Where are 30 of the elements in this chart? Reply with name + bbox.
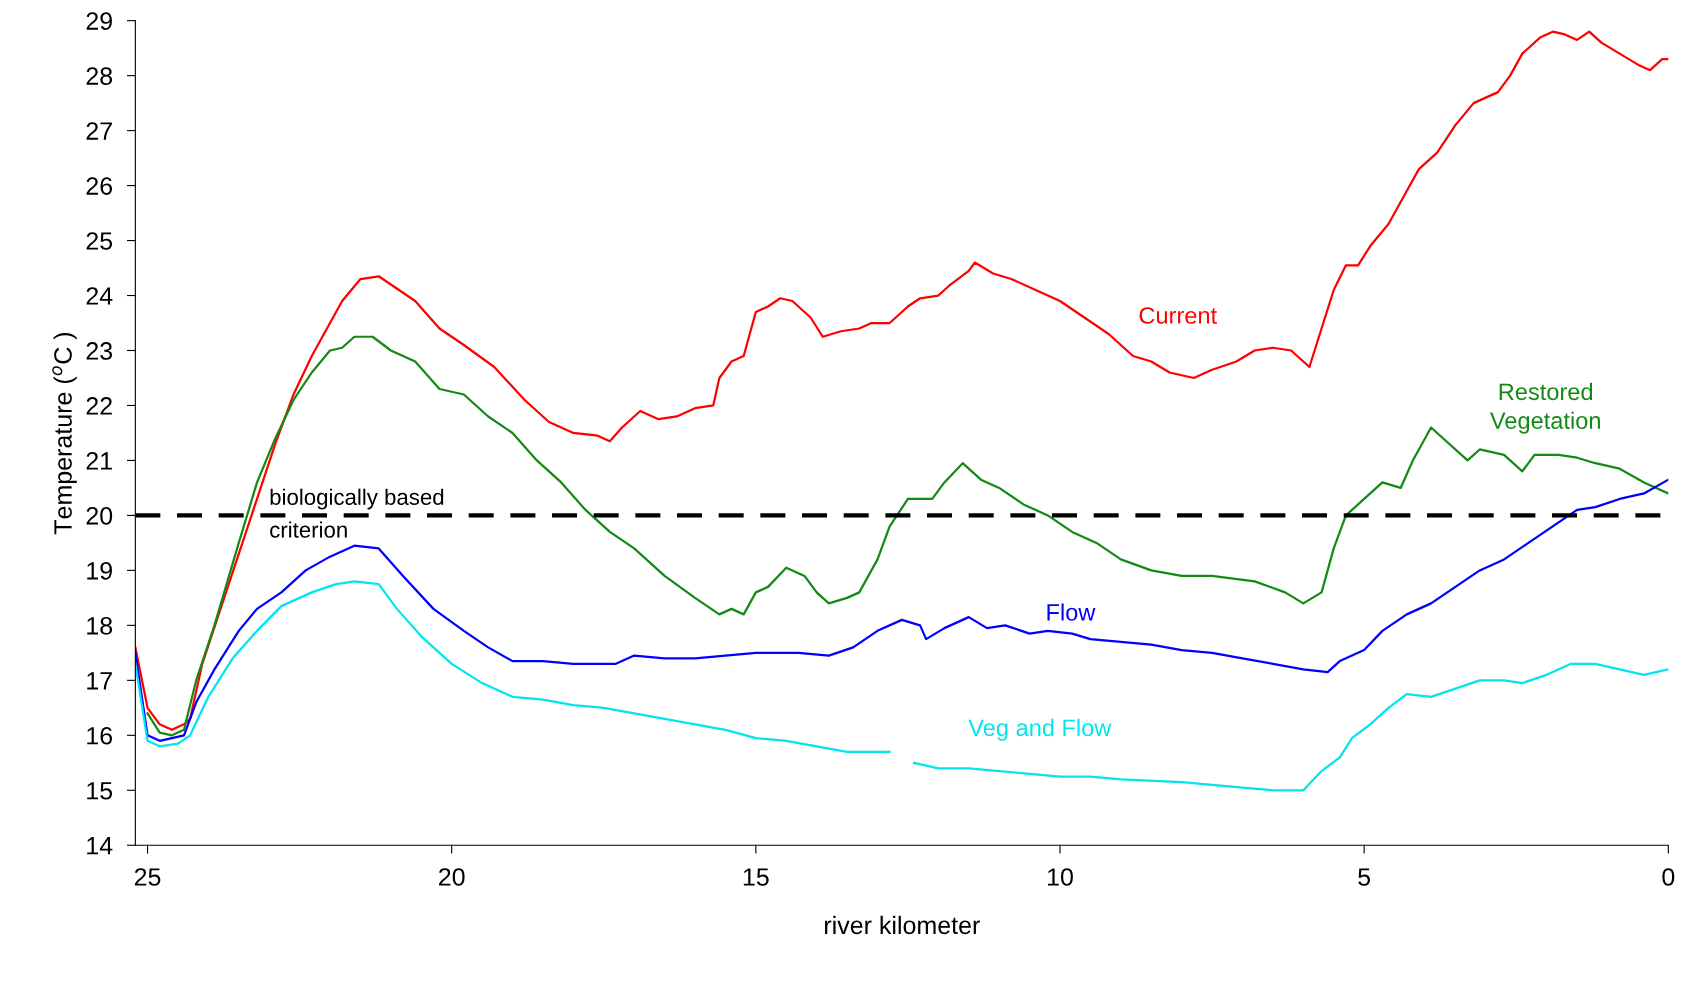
y-tick-label: 25 (86, 232, 113, 250)
ref-line-label: biologically based criterion (270, 488, 444, 538)
x-tick-label: 15 (743, 868, 769, 886)
x-tick-label: 0 (1662, 868, 1675, 886)
y-tick-label: 20 (86, 507, 113, 525)
y-tick-label: 29 (86, 12, 112, 30)
x-tick-label: 25 (134, 868, 161, 886)
x-axis-title: river kilometer (825, 915, 980, 935)
y-tick-label: 23 (86, 342, 113, 360)
y-tick-label: 21 (86, 452, 112, 470)
line-series (135, 478, 1669, 742)
y-tick-label: 27 (86, 122, 112, 140)
y-tick-label: 28 (86, 67, 113, 85)
y-tick-label: 24 (86, 287, 113, 305)
x-tick-label: 20 (439, 868, 465, 886)
series-label: Current (1139, 307, 1217, 324)
y-tick-label: 22 (86, 397, 112, 415)
y-tick-label: 16 (87, 726, 113, 745)
y-tick-label: 19 (87, 561, 112, 580)
y-tick-label: 26 (86, 177, 113, 195)
y-tick-label: 15 (87, 782, 113, 800)
series-label: Restored Vegetation (1489, 382, 1600, 434)
x-tick-label: 5 (1358, 868, 1371, 886)
y-tick-label: 18 (87, 616, 113, 635)
y-axis-title: Temperature ($^{o}$C ) (52, 332, 77, 535)
series-label: Flow (1047, 603, 1096, 621)
y-tick-label: 14 (87, 837, 113, 855)
x-tick-label: 10 (1048, 868, 1073, 886)
series-label: Veg and Flow (968, 718, 1112, 741)
y-tick-label: 17 (87, 672, 112, 690)
